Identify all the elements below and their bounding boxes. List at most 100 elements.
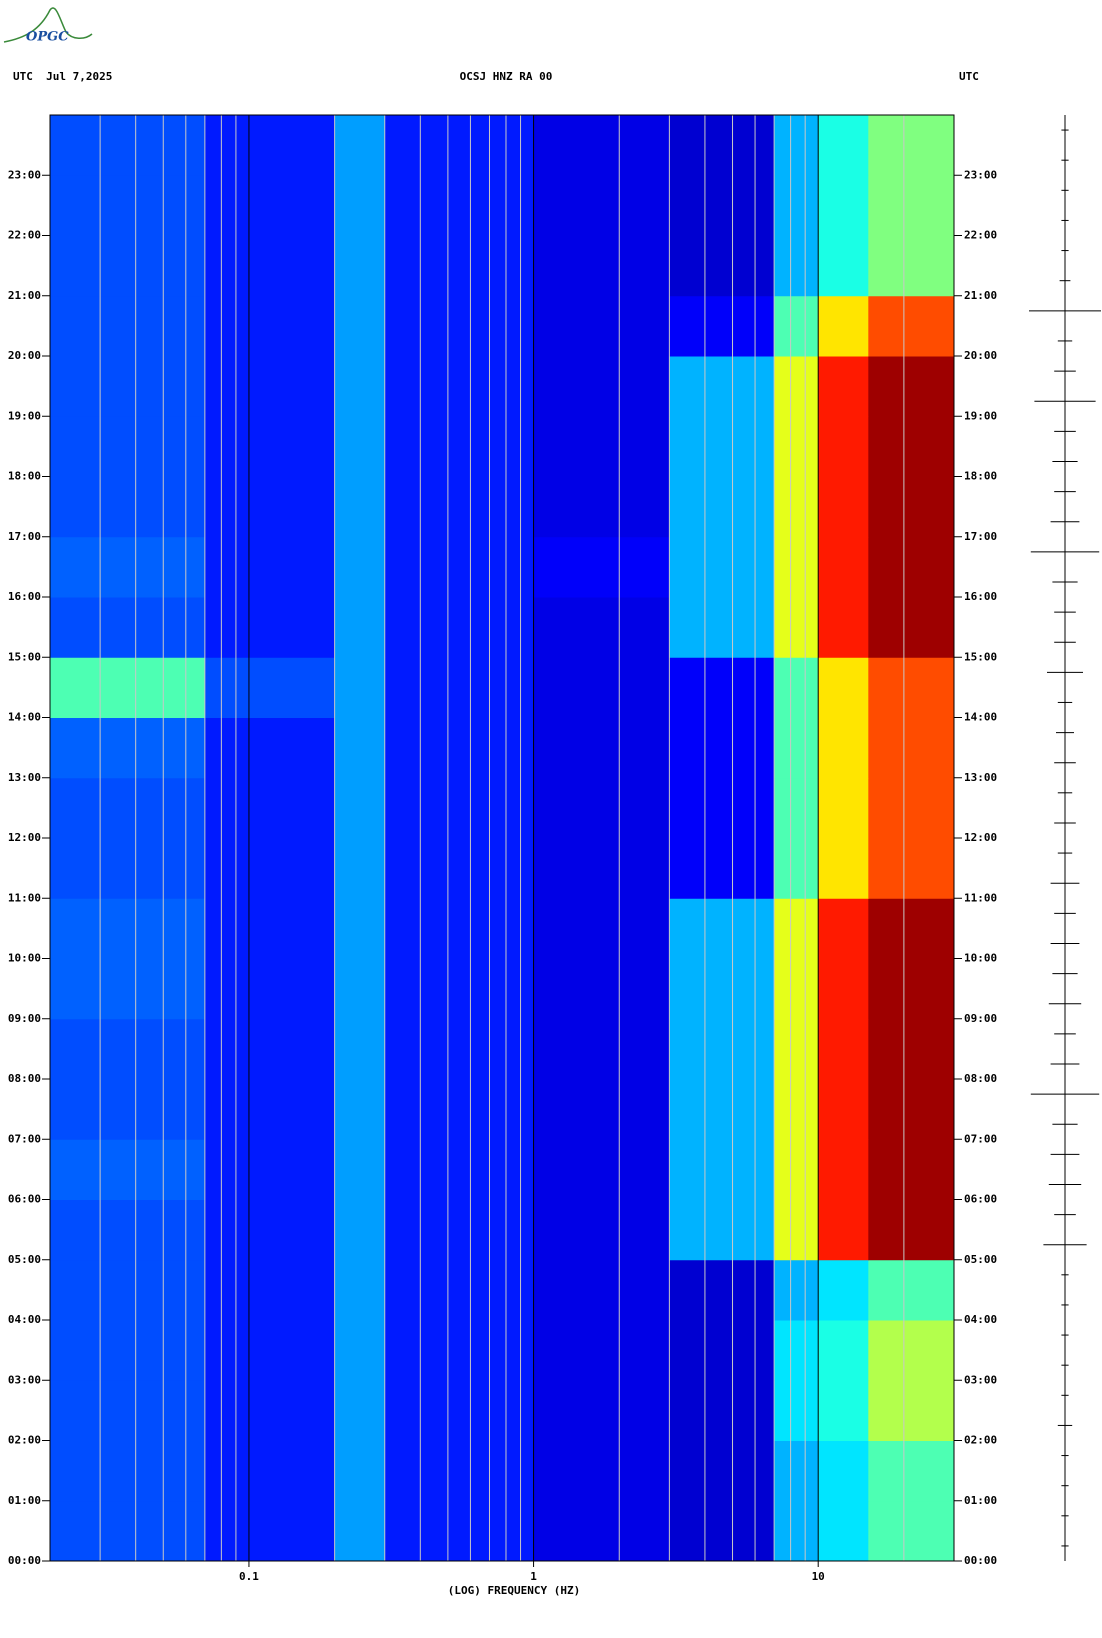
heatmap-cell — [384, 717, 535, 779]
heatmap-cell — [669, 1259, 775, 1321]
heatmap-cell — [384, 597, 535, 658]
heatmap-cell — [384, 1259, 535, 1321]
heatmap-cell — [818, 295, 869, 357]
heatmap-cell — [868, 717, 955, 779]
heatmap-cell — [818, 1079, 869, 1140]
y-tick-label: 03:00 — [964, 1373, 997, 1386]
heatmap-cell — [334, 1440, 386, 1502]
y-tick-label: 03:00 — [8, 1373, 41, 1386]
heatmap-cell — [818, 1139, 869, 1200]
heatmap-cell — [818, 1018, 869, 1080]
y-tick-label: 13:00 — [964, 771, 997, 784]
heatmap-cell — [533, 295, 670, 357]
heatmap-cell — [774, 1018, 819, 1080]
heatmap-cell — [774, 476, 819, 538]
heatmap-cell — [868, 1199, 955, 1261]
heatmap-cell — [204, 536, 336, 598]
heatmap-cell — [669, 717, 775, 779]
y-tick-label: 15:00 — [964, 650, 997, 663]
heatmap-cell — [384, 1018, 535, 1080]
heatmap-cell — [204, 838, 336, 899]
heatmap-cell — [669, 416, 775, 477]
heatmap-cell — [669, 1139, 775, 1200]
heatmap-cell — [868, 597, 955, 658]
heatmap-cell — [384, 1320, 535, 1381]
y-tick-label: 04:00 — [8, 1313, 41, 1326]
heatmap-cell — [774, 898, 819, 959]
y-tick-label: 14:00 — [8, 711, 41, 724]
heatmap-cell — [868, 356, 955, 417]
heatmap-cell — [50, 1139, 206, 1200]
heatmap-cell — [384, 115, 535, 176]
heatmap-cell — [204, 1018, 336, 1080]
chart-title: OCSJ HNZ RA 00 — [460, 70, 553, 83]
heatmap-cell — [204, 235, 336, 297]
heatmap-cell — [334, 1139, 386, 1200]
heatmap-cell — [533, 717, 670, 779]
heatmap-cell — [868, 115, 955, 176]
y-tick-label: 18:00 — [964, 470, 997, 483]
y-tick-label: 23:00 — [8, 168, 41, 181]
heatmap-cell — [204, 1440, 336, 1502]
heatmap-cell — [868, 536, 955, 598]
heatmap-cell — [204, 1259, 336, 1321]
heatmap-cell — [50, 356, 206, 417]
heatmap-cell — [384, 536, 535, 598]
heatmap-cell — [533, 476, 670, 538]
heatmap-cell — [669, 1199, 775, 1261]
heatmap-cell — [334, 295, 386, 357]
heatmap-cell — [774, 838, 819, 899]
y-tick-label: 22:00 — [964, 229, 997, 242]
heatmap-cell — [334, 536, 386, 598]
heatmap-cell — [533, 1320, 670, 1381]
heatmap-cell — [533, 115, 670, 176]
heatmap-cell — [669, 777, 775, 839]
heatmap-cell — [868, 1380, 955, 1441]
logo: OPGC — [3, 7, 93, 45]
y-tick-label: 16:00 — [8, 590, 41, 603]
y-tick-label: 20:00 — [8, 349, 41, 362]
heatmap-cell — [774, 777, 819, 839]
heatmap-cell — [669, 295, 775, 357]
heatmap-cell — [204, 1500, 336, 1562]
heatmap-cell — [774, 657, 819, 718]
heatmap-cell — [204, 1079, 336, 1140]
heatmap-cell — [818, 1380, 869, 1441]
heatmap-cell — [774, 597, 819, 658]
heatmap-cell — [669, 1500, 775, 1562]
heatmap-cell — [818, 1320, 869, 1381]
heatmap-cell — [204, 1139, 336, 1200]
heatmap-cell — [50, 1018, 206, 1080]
heatmap-cell — [533, 175, 670, 236]
heatmap-cell — [204, 717, 336, 779]
y-tick-label: 06:00 — [964, 1193, 997, 1206]
heatmap-cell — [533, 1500, 670, 1562]
header-left: UTC Jul 7,2025 — [13, 70, 112, 83]
heatmap-cell — [774, 1079, 819, 1140]
heatmap-cell — [50, 597, 206, 658]
heatmap-cell — [50, 115, 206, 176]
y-tick-label: 18:00 — [8, 470, 41, 483]
heatmap-cell — [669, 175, 775, 236]
heatmap-cell — [204, 416, 336, 477]
y-tick-label: 01:00 — [964, 1494, 997, 1507]
heatmap-cell — [533, 235, 670, 297]
y-tick-label: 11:00 — [8, 891, 41, 904]
y-tick-label: 08:00 — [8, 1072, 41, 1085]
x-tick-label: 0.1 — [239, 1570, 259, 1583]
heatmap-cell — [50, 717, 206, 779]
y-tick-label: 17:00 — [8, 530, 41, 543]
heatmap-cell — [204, 597, 336, 658]
heatmap-cell — [334, 958, 386, 1020]
heatmap-cell — [868, 958, 955, 1020]
heatmap-cell — [774, 958, 819, 1020]
heatmap-cell — [868, 416, 955, 477]
heatmap-cell — [868, 476, 955, 538]
heatmap-cell — [533, 1440, 670, 1502]
heatmap-cell — [50, 777, 206, 839]
y-tick-label: 02:00 — [8, 1434, 41, 1447]
heatmap-cell — [868, 1139, 955, 1200]
y-tick-label: 16:00 — [964, 590, 997, 603]
heatmap-cell — [818, 958, 869, 1020]
heatmap-cell — [533, 838, 670, 899]
